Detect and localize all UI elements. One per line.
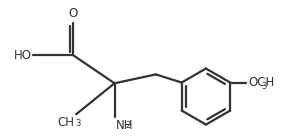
Text: CH: CH [58,116,75,129]
Text: 3: 3 [261,82,266,91]
Text: HO: HO [14,49,32,62]
Text: OCH: OCH [249,76,275,89]
Text: NH: NH [116,119,133,132]
Text: 2: 2 [125,121,131,130]
Text: O: O [69,7,78,20]
Text: 3: 3 [75,119,80,128]
